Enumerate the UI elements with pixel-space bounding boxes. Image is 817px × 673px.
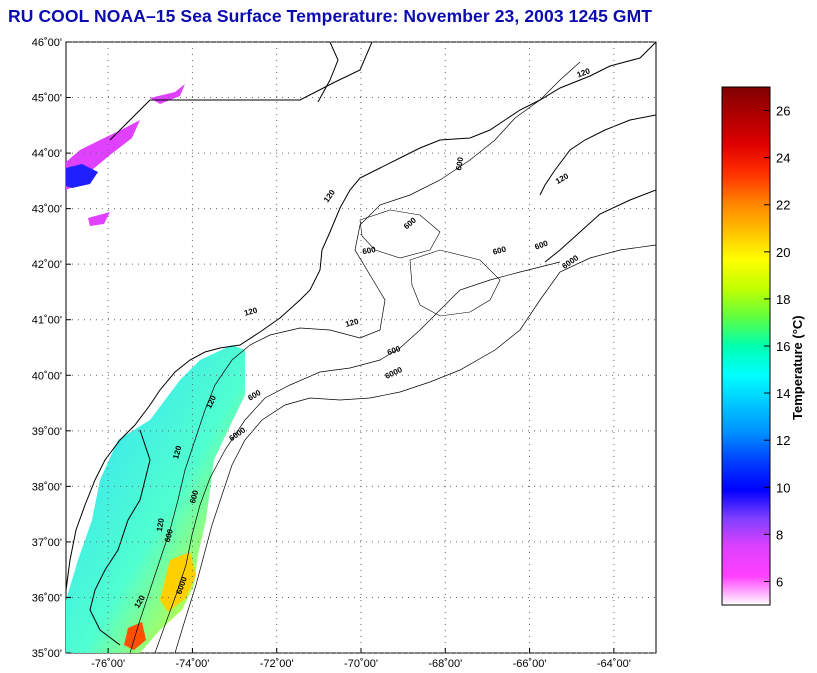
colorbar-tick-label: 12 (776, 433, 790, 448)
lon-tick-label: -70˚00' (344, 658, 378, 670)
lat-tick-label: 44˚00' (32, 148, 62, 160)
contour-label: 120 (155, 517, 166, 532)
contour-label: 600 (163, 528, 175, 544)
bathymetry-contour-georges (409, 249, 501, 317)
colorbar-tick-label: 26 (776, 104, 790, 119)
bathymetry-contour-gulf (359, 209, 441, 259)
colorbar-tick-label: 18 (776, 292, 790, 307)
contour-label: 600 (534, 238, 550, 251)
colorbar-tick-label: 22 (776, 198, 790, 213)
lat-tick-label: 39˚00' (32, 426, 62, 438)
lat-tick-label: 38˚00' (32, 481, 62, 493)
bathymetry-contour-6000 (174, 244, 656, 653)
sst-cold-core (66, 164, 98, 188)
contour-label: 120 (243, 306, 259, 318)
map-title: RU COOL NOAA–15 Sea Surface Temperature:… (8, 6, 653, 26)
coastline (66, 42, 656, 646)
contour-label: 600 (454, 156, 465, 171)
contour-label: 600 (188, 489, 200, 505)
contour-label: 600 (362, 245, 377, 256)
contour-label: 120 (344, 317, 360, 329)
lon-tick-label: -66˚00' (513, 658, 547, 670)
lat-tick-label: 35˚00' (32, 648, 62, 660)
lat-tick-label: 40˚00' (32, 370, 62, 382)
lat-tick-label: 43˚00' (32, 204, 62, 216)
sst-cold-speck (150, 84, 185, 104)
lon-tick-label: -72˚00' (260, 658, 294, 670)
bathymetry-contour-600 (154, 261, 561, 653)
colorbar-tick-label: 6 (776, 574, 783, 589)
lat-tick-label: 37˚00' (32, 537, 62, 549)
colorbar-tick-label: 16 (776, 339, 790, 354)
colorbar-tick-label: 24 (776, 151, 790, 166)
lat-tick-label: 46˚00' (32, 37, 62, 49)
colorbar-tick-label: 14 (776, 386, 790, 401)
colorbar-label: Temperature (°C) (790, 315, 805, 420)
colorbar (721, 86, 771, 606)
contour-label: 600 (386, 344, 402, 357)
lat-tick-label: 42˚00' (32, 259, 62, 271)
contour-label: 600 (492, 244, 508, 256)
colorbar-tick-label: 8 (776, 527, 783, 542)
lat-tick-label: 41˚00' (32, 315, 62, 327)
sst-cold-speck-2 (88, 212, 110, 226)
colorbar-tick-label: 20 (776, 245, 790, 260)
lat-tick-label: 36˚00' (32, 592, 62, 604)
lat-tick-label: 45˚00' (32, 93, 62, 105)
lon-tick-label: -64˚00' (597, 658, 631, 670)
bathymetry-contour-120 (129, 61, 581, 653)
lon-tick-label: -68˚00' (428, 658, 462, 670)
contour-label: 120 (576, 66, 592, 79)
colorbar-tick-label: 10 (776, 480, 790, 495)
contour-label: 120 (171, 444, 183, 460)
sst-swath (66, 345, 245, 653)
colorbar-ticks: 6 8 10 12 14 16 18 20 22 24 26 (764, 104, 790, 589)
lon-tick-label: -76˚00' (91, 658, 125, 670)
lon-tick-label: -74˚00' (175, 658, 209, 670)
tick-labels: -76˚00' -74˚00' -72˚00' -70˚00' -68˚00' -66˚0… (32, 37, 631, 670)
